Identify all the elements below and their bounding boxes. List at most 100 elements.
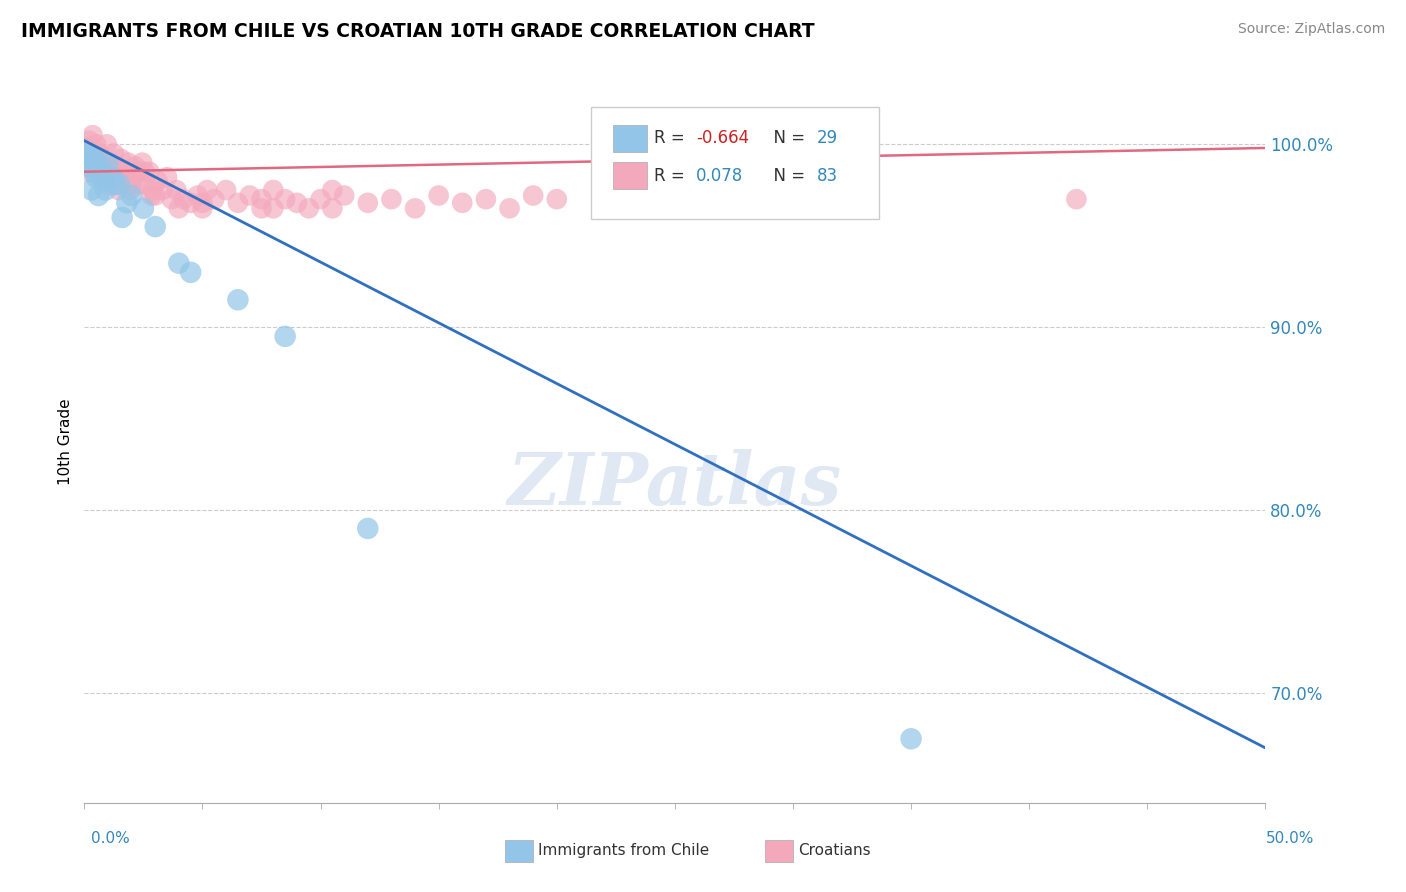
Point — [86, 152, 108, 166]
Point — [250, 192, 273, 206]
Point — [97, 178, 120, 192]
Point — [91, 174, 114, 188]
Point — [180, 265, 202, 279]
Point — [94, 183, 117, 197]
Text: Immigrants from Chile: Immigrants from Chile — [538, 844, 710, 858]
Text: R =: R = — [654, 129, 690, 147]
Point — [357, 195, 380, 210]
Text: 0.0%: 0.0% — [91, 831, 131, 846]
Point — [90, 159, 112, 173]
Point — [522, 188, 544, 202]
Point — [150, 183, 173, 197]
Point — [121, 178, 143, 192]
Point — [127, 178, 149, 192]
Text: N =: N = — [763, 129, 811, 147]
Text: N =: N = — [763, 167, 811, 185]
Point — [114, 165, 136, 179]
Point — [195, 183, 218, 197]
Point — [262, 202, 284, 216]
Point — [107, 183, 129, 197]
Point — [87, 165, 110, 179]
Point — [131, 155, 153, 169]
Point — [83, 150, 105, 164]
Text: 29: 29 — [817, 129, 838, 147]
Point — [103, 146, 125, 161]
Point — [80, 152, 103, 166]
Point — [98, 165, 121, 179]
Point — [593, 178, 616, 192]
Point — [427, 188, 450, 202]
Point — [156, 170, 179, 185]
Point — [239, 188, 262, 202]
Point — [83, 165, 105, 179]
Point — [121, 170, 143, 185]
Point — [91, 152, 114, 166]
Point — [250, 202, 273, 216]
Point — [107, 159, 129, 173]
Point — [134, 165, 156, 179]
Point — [108, 178, 131, 192]
Text: IMMIGRANTS FROM CHILE VS CROATIAN 10TH GRADE CORRELATION CHART: IMMIGRANTS FROM CHILE VS CROATIAN 10TH G… — [21, 22, 814, 41]
Point — [93, 159, 115, 173]
Point — [77, 146, 100, 161]
Point — [96, 137, 118, 152]
Point — [167, 202, 190, 216]
Point — [101, 170, 124, 185]
Point — [120, 183, 142, 197]
Point — [104, 178, 127, 192]
Point — [141, 188, 163, 202]
Point — [121, 188, 143, 202]
Point — [180, 195, 202, 210]
Point — [321, 183, 343, 197]
Point — [82, 128, 104, 143]
Text: 50.0%: 50.0% — [1267, 831, 1315, 846]
Point — [114, 174, 136, 188]
Point — [105, 178, 128, 192]
Point — [132, 202, 155, 216]
Point — [87, 188, 110, 202]
Point — [146, 174, 169, 188]
Point — [117, 155, 139, 169]
Point — [112, 170, 135, 185]
Point — [167, 256, 190, 270]
Text: Croatians: Croatians — [799, 844, 872, 858]
Point — [76, 141, 98, 155]
Point — [89, 146, 111, 161]
Point — [309, 192, 332, 206]
Point — [734, 192, 756, 206]
Point — [91, 170, 114, 185]
Point — [77, 134, 100, 148]
Point — [124, 159, 146, 173]
Point — [84, 170, 107, 185]
Point — [380, 192, 402, 206]
Point — [262, 183, 284, 197]
Point — [357, 521, 380, 535]
Point — [782, 202, 804, 216]
Point — [138, 165, 160, 179]
Point — [900, 731, 922, 746]
Point — [110, 152, 132, 166]
Point — [84, 159, 107, 173]
Point — [274, 192, 297, 206]
Point — [664, 183, 686, 197]
Text: Source: ZipAtlas.com: Source: ZipAtlas.com — [1237, 22, 1385, 37]
Point — [84, 155, 107, 169]
Point — [1066, 192, 1088, 206]
Point — [135, 178, 157, 192]
Point — [143, 219, 166, 234]
Point — [202, 192, 225, 206]
Point — [77, 165, 100, 179]
Point — [187, 188, 209, 202]
Point — [226, 195, 249, 210]
Point — [115, 195, 138, 210]
Point — [79, 146, 101, 161]
Point — [98, 155, 121, 169]
Point — [76, 146, 98, 161]
Point — [285, 195, 308, 210]
Point — [166, 183, 188, 197]
Point — [83, 155, 105, 169]
Point — [333, 188, 356, 202]
Point — [173, 192, 195, 206]
Point — [128, 165, 150, 179]
Point — [191, 202, 214, 216]
